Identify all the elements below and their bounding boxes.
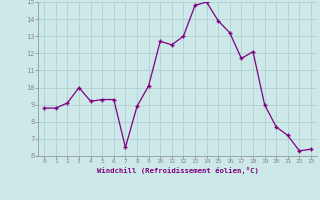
- X-axis label: Windchill (Refroidissement éolien,°C): Windchill (Refroidissement éolien,°C): [97, 167, 259, 174]
